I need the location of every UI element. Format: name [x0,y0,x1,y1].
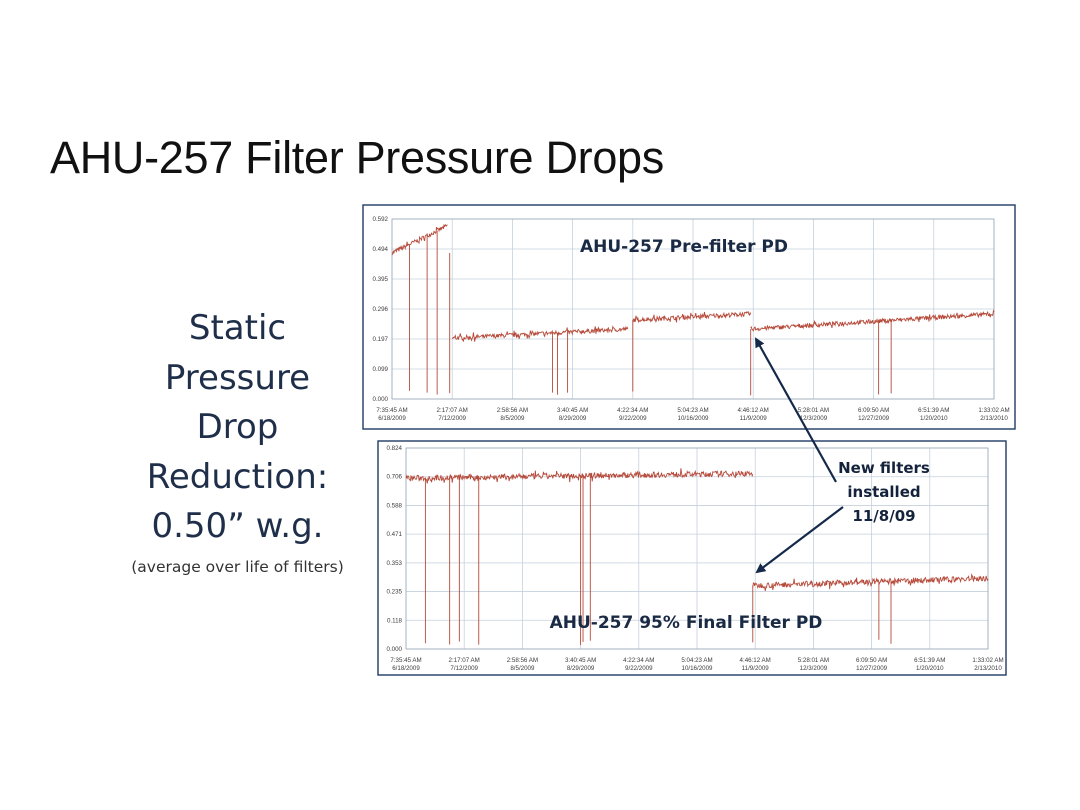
x-tick-date: 8/5/2009 [510,665,535,672]
x-tick-time: 1:33:02 AM [972,657,1003,664]
new-filters-annotation: New filters installed 11/8/09 [755,337,930,574]
summary-line: Drop [196,407,279,447]
series-line [391,223,448,256]
annotation-arrow-bottom [755,506,844,574]
annotation-arrow-top [755,337,837,483]
x-tick-date: 8/29/2009 [567,665,595,672]
x-tick-date: 8/5/2009 [500,415,525,422]
y-tick-label: 0.494 [373,246,389,253]
x-tick-date: 11/9/2009 [742,665,770,672]
y-tick-label: 0.395 [373,276,389,283]
series-line [632,311,752,324]
summary-line: Static [188,308,287,348]
x-tick-date: 2/13/2010 [974,665,1002,672]
x-tick-time: 2:58:56 AM [497,407,528,414]
x-tick-date: 7/12/2009 [450,665,478,672]
x-tick-time: 1:33:02 AM [978,407,1009,414]
y-tick-label: 0.706 [387,474,403,481]
annotation-line: New filters [838,459,930,477]
y-tick-label: 0.235 [387,589,403,596]
x-tick-date: 1/20/2010 [916,665,944,672]
plot-area [391,218,995,400]
x-tick-time: 6:51:39 AM [914,657,945,664]
x-tick-date: 12/27/2009 [856,665,888,672]
x-tick-date: 6/18/2009 [392,665,420,672]
x-tick-time: 4:22:34 AM [623,657,654,664]
x-tick-date: 8/29/2009 [559,415,587,422]
x-tick-time: 3:40:45 AM [557,407,588,414]
x-tick-date: 1/20/2010 [920,415,948,422]
x-tick-time: 5:28:01 AM [798,657,829,664]
y-tick-label: 0.588 [387,502,403,509]
summary-line: Reduction: [146,456,329,497]
x-tick-time: 2:58:56 AM [507,657,538,664]
x-tick-time: 2:17:07 AM [449,657,480,664]
x-tick-time: 5:04:23 AM [681,657,712,664]
summary-value: 0.50” w.g. [151,506,324,546]
x-tick-date: 7/12/2009 [438,415,466,422]
x-tick-date: 9/22/2009 [625,665,653,672]
y-tick-label: 0.296 [373,306,389,313]
plot-area [405,447,989,650]
y-tick-label: 0.099 [373,366,389,373]
x-tick-time: 7:35:45 AM [376,407,407,414]
x-tick-time: 6:51:39 AM [918,407,949,414]
pre-filter-chart: 0.592 0.494 0.395 0.296 0.197 0.099 0.000 7:35:… [362,204,1016,430]
side-summary: Static Pressure Drop Reduction: 0.50” w.… [130,304,345,579]
y-tick-label: 0.824 [387,445,403,452]
chart-title: AHU-257 95% Final Filter PD [550,613,823,633]
y-tick-label: 0.197 [373,336,389,343]
chart-title: AHU-257 Pre-filter PD [580,237,788,257]
series-line [750,309,995,333]
x-tick-time: 6:09:50 AM [858,407,889,414]
x-tick-date: 10/16/2009 [682,665,714,672]
x-tick-time: 2:17:07 AM [437,407,468,414]
x-tick-time: 6:09:50 AM [856,657,887,664]
x-tick-date: 10/16/2009 [678,415,710,422]
x-tick-time: 5:04:23 AM [677,407,708,414]
x-tick-date: 11/9/2009 [740,415,768,422]
summary-line: Pressure [164,357,311,398]
final-filter-chart: 0.824 0.706 0.588 0.471 0.353 0.235 0.118 0.000… [377,440,1007,676]
annotation-line: installed [847,483,920,501]
x-tick-time: 3:40:45 AM [565,657,596,664]
y-tick-label: 0.353 [387,560,403,567]
series-line [752,573,989,591]
x-tick-date: 12/3/2009 [800,665,828,672]
y-tick-label: 0.592 [373,216,389,223]
y-tick-label: 0.000 [373,396,389,403]
x-tick-time: 7:35:45 AM [390,657,421,664]
y-tick-label: 0.000 [387,646,403,653]
x-tick-date: 12/3/2009 [800,415,828,422]
y-tick-label: 0.118 [387,617,403,624]
slide-title: AHU-257 Filter Pressure Drops [50,132,664,183]
x-tick-date: 6/18/2009 [378,415,406,422]
x-tick-time: 4:22:34 AM [617,407,648,414]
summary-note: (average over life of filters) [131,557,344,576]
series-line [405,468,754,484]
x-tick-time: 4:46:12 AM [738,407,769,414]
annotation-line: 11/8/09 [852,507,915,525]
chart-frame [377,440,1007,676]
x-tick-date: 2/13/2010 [980,415,1008,422]
y-tick-label: 0.471 [387,531,403,538]
x-tick-time: 5:28:01 AM [798,407,829,414]
x-tick-date: 9/22/2009 [619,415,647,422]
series-line [452,325,629,342]
x-tick-date: 12/27/2009 [858,415,890,422]
x-tick-time: 4:46:12 AM [740,657,771,664]
